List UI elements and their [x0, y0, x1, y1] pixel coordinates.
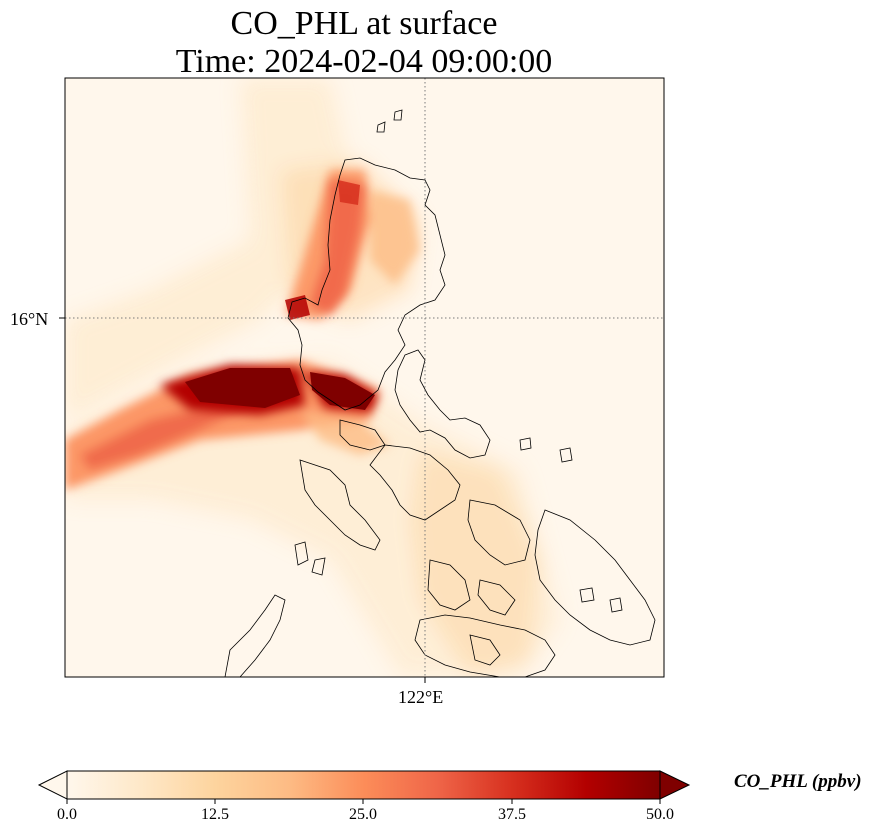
concentration-field [65, 78, 664, 677]
map-title-line1: CO_PHL at surface [230, 5, 498, 42]
colorbar-tick-label: 12.5 [201, 806, 229, 823]
colorbar-tick-label: 37.5 [498, 806, 526, 823]
colorbar-gradient [66, 770, 661, 800]
colorbar-extend-low [37, 770, 68, 800]
colorbar [37, 770, 691, 804]
map-title-line2: Time: 2024-02-04 09:00:00 [175, 43, 553, 80]
coastlines [224, 109, 656, 677]
colorbar-label: CO_PHL (ppbv) [734, 771, 862, 792]
colorbar-tick-label: 0.0 [57, 806, 77, 823]
colorbar-tick-label: 25.0 [349, 806, 377, 823]
colorbar-tick-label: 50.0 [646, 806, 674, 823]
map-frame [64, 77, 665, 678]
lon-tick-label: 122°E [398, 687, 444, 707]
colorbar-extend-high [659, 770, 691, 800]
lat-tick-label: 16°N [10, 309, 49, 329]
